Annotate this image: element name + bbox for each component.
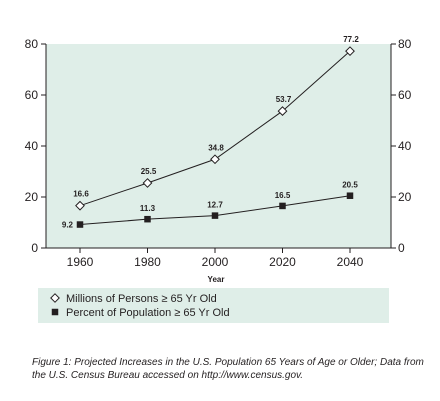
y-tick-label-left: 60 [25, 88, 39, 102]
y-tick-label-right: 80 [398, 37, 412, 51]
data-label-millions: 53.7 [276, 95, 292, 104]
data-label-millions: 34.8 [208, 143, 224, 152]
x-axis-title: Year [208, 275, 225, 284]
legend-box [38, 288, 389, 323]
y-tick-label-right: 20 [398, 190, 412, 204]
y-tick-label-right: 60 [398, 88, 412, 102]
legend-square-icon [51, 308, 59, 316]
legend-label-percent: Percent of Population ≥ 65 Yr Old [66, 307, 230, 319]
figure-caption: Figure 1: Projected Increases in the U.S… [32, 357, 424, 381]
data-label-percent: 20.5 [342, 181, 358, 190]
data-label-percent: 11.3 [140, 204, 156, 213]
data-label-millions: 25.5 [141, 167, 157, 176]
marker-square [211, 212, 219, 219]
marker-square [144, 215, 151, 223]
legend-label-millions: Millions of Persons ≥ 65 Yr Old [66, 293, 217, 305]
y-tick-label-left: 80 [25, 37, 39, 51]
data-label-millions: 77.2 [343, 35, 359, 44]
data-label-percent: 12.7 [207, 201, 223, 210]
y-tick-label-left: 40 [25, 139, 39, 153]
y-tick-label-right: 40 [398, 139, 412, 153]
marker-square [279, 202, 286, 210]
x-tick-label: 2040 [337, 255, 364, 269]
x-tick-label: 1960 [67, 255, 94, 269]
x-tick-label: 1980 [134, 255, 161, 269]
marker-diamond [210, 154, 220, 165]
y-tick-label-left: 20 [25, 190, 39, 204]
marker-diamond [277, 106, 288, 116]
data-label-percent: 9.2 [62, 221, 74, 230]
data-label-percent: 16.5 [275, 191, 291, 200]
data-label-millions: 16.6 [73, 190, 89, 199]
marker-diamond [142, 178, 153, 188]
plot-area [46, 44, 391, 248]
marker-square [346, 192, 354, 199]
marker-square [76, 221, 84, 228]
x-tick-label: 2020 [269, 255, 296, 269]
y-tick-label-left: 0 [31, 241, 38, 255]
marker-diamond [75, 200, 85, 211]
marker-diamond [345, 46, 355, 57]
y-tick-label-right: 0 [398, 241, 405, 255]
x-tick-label: 2000 [202, 255, 229, 269]
legend-diamond-icon [50, 293, 60, 303]
